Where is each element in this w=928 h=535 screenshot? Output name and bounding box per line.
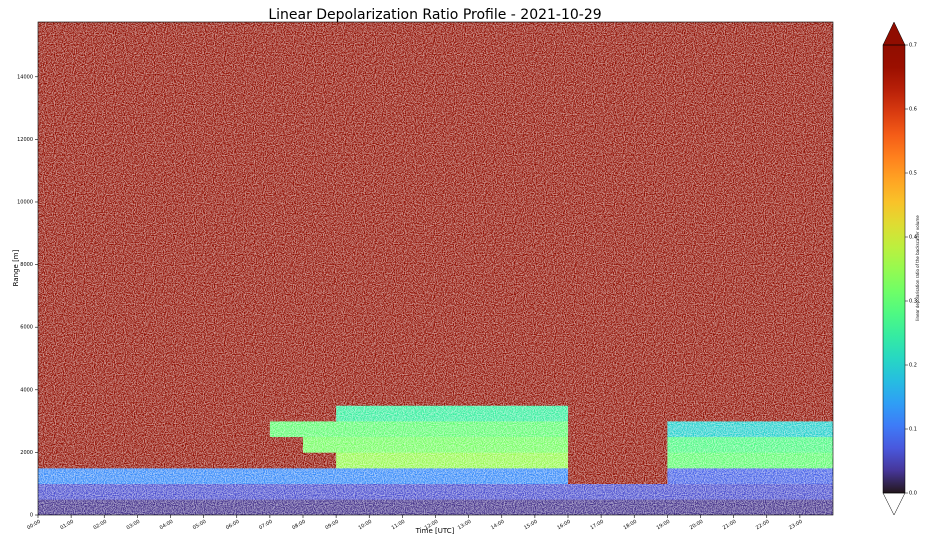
x-tick-label: 18:00 <box>623 519 638 531</box>
x-tick-label: 22:00 <box>755 519 770 531</box>
x-tick-label: 13:00 <box>457 519 472 531</box>
x-tick-label: 09:00 <box>324 519 339 531</box>
colorbar-tick-label: 0.2 <box>909 363 917 369</box>
x-tick-label: 05:00 <box>192 519 207 531</box>
x-tick-label: 19:00 <box>656 519 671 531</box>
x-tick-label: 01:00 <box>59 519 74 531</box>
colorbar-tick-label: 0.4 <box>909 235 917 241</box>
x-tick-label: 00:00 <box>26 519 41 531</box>
x-axis-label: Time [UTC] <box>415 527 455 535</box>
speckle-texture <box>38 22 833 515</box>
chart-title: Linear Depolarization Ratio Profile - 20… <box>268 7 601 23</box>
x-tick-label: 17:00 <box>589 519 604 531</box>
x-tick-label: 21:00 <box>722 519 737 531</box>
colorbar-frame <box>882 44 906 494</box>
x-tick-label: 16:00 <box>556 519 571 531</box>
x-tick-label: 02:00 <box>93 519 108 531</box>
x-tick-label: 20:00 <box>689 519 704 531</box>
colorbar <box>883 45 905 493</box>
y-axis-label: Range [m] <box>12 249 20 286</box>
y-tick-label: 6000 <box>20 325 33 331</box>
y-tick-label: 4000 <box>20 387 33 393</box>
x-tick-label: 07:00 <box>258 519 273 531</box>
colorbar-extend-bottom <box>882 492 906 516</box>
x-tick-label: 08:00 <box>291 519 306 531</box>
x-tick-label: 04:00 <box>159 519 174 531</box>
colorbar-tick-label: 0.0 <box>909 491 917 497</box>
x-tick-label: 14:00 <box>490 519 505 531</box>
y-tick-label: 12000 <box>17 137 33 143</box>
x-tick-label: 10:00 <box>358 519 373 531</box>
x-tick-label: 06:00 <box>225 519 240 531</box>
x-tick-label: 23:00 <box>788 519 803 531</box>
colorbar-label: linear depolarisation ratio of the backs… <box>915 215 920 321</box>
colorbar-tick-label: 0.6 <box>909 107 917 113</box>
colorbar-tick-label: 0.1 <box>909 427 917 433</box>
x-tick-label: 03:00 <box>126 519 141 531</box>
y-tick-label: 10000 <box>17 199 33 205</box>
colorbar-tick-label: 0.5 <box>909 171 917 177</box>
y-tick-label: 8000 <box>20 262 33 268</box>
colorbar-tick-label: 0.3 <box>909 299 917 305</box>
colorbar-tick-label: 0.7 <box>909 43 917 49</box>
x-tick-label: 11:00 <box>391 519 406 531</box>
y-tick-label: 2000 <box>20 450 33 456</box>
y-tick-label: 0 <box>30 513 33 519</box>
colorbar-extend-top <box>882 21 906 46</box>
y-tick-label: 14000 <box>17 74 33 80</box>
x-tick-label: 15:00 <box>523 519 538 531</box>
